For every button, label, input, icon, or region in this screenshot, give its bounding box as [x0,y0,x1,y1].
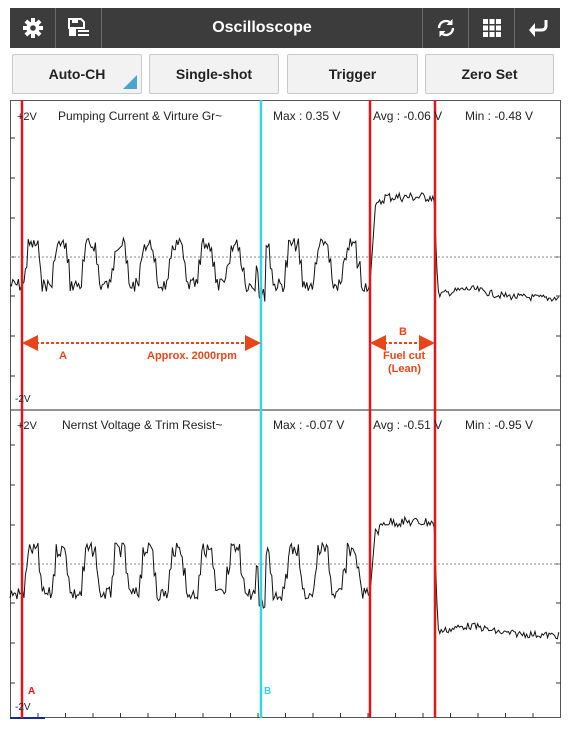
settings-button[interactable] [10,8,56,48]
refresh-button[interactable] [422,8,468,48]
gear-icon [22,18,43,38]
ch1-name[interactable]: Pumping Current & Virture Gr~ [58,109,222,123]
region-a-label: A [59,350,67,362]
back-arrow-icon [528,20,547,37]
ch1-max: Max : 0.35 V [273,109,340,123]
refresh-icon [437,19,454,37]
region-b-text-1: Fuel cut [383,350,426,362]
save-list-button[interactable] [56,8,102,48]
save-list-icon [67,18,89,36]
trigger-button[interactable]: Trigger [287,54,418,94]
grid-button[interactable] [468,8,514,48]
ch1-waveform [9,191,560,302]
auto-ch-button[interactable]: Auto-CH [12,54,142,94]
scope-display: +2V Pumping Current & Virture Gr~ Max : … [9,100,561,719]
region-b-label: B [399,326,407,338]
ch2-name[interactable]: Nernst Voltage & Trim Resist~ [62,418,222,432]
control-bar: Auto-CH Single-shot Trigger Zero Set [12,54,558,98]
single-shot-button[interactable]: Single-shot [149,54,279,94]
ch2-min: Min : -0.95 V [465,418,533,432]
ch1-scale-top: +2V [17,111,38,123]
dropdown-corner-icon [123,75,137,89]
auto-ch-label: Auto-CH [48,66,106,82]
region-b-text-2: (Lean) [388,363,421,375]
cursor-a-label: A [28,686,35,697]
zero-set-button[interactable]: Zero Set [425,54,554,94]
cursor-b-label: B [264,686,271,697]
ch2-scale-bottom: -2V [15,702,31,713]
ch1-avg: Avg : -0.06 V [373,109,442,123]
ch2-waveform [9,515,560,640]
ch2-max: Max : -0.07 V [273,418,344,432]
grid-icon [482,19,501,37]
ch1-scale-bottom: -2V [15,394,31,405]
title-bar: Oscilloscope [10,8,560,48]
ch2-avg: Avg : -0.51 V [373,418,442,432]
back-button[interactable] [514,8,560,48]
ch1-min: Min : -0.48 V [465,109,533,123]
app-title: Oscilloscope [212,19,312,36]
ch2-scale-top: +2V [17,420,38,432]
region-a-text: Approx. 2000rpm [147,350,237,362]
